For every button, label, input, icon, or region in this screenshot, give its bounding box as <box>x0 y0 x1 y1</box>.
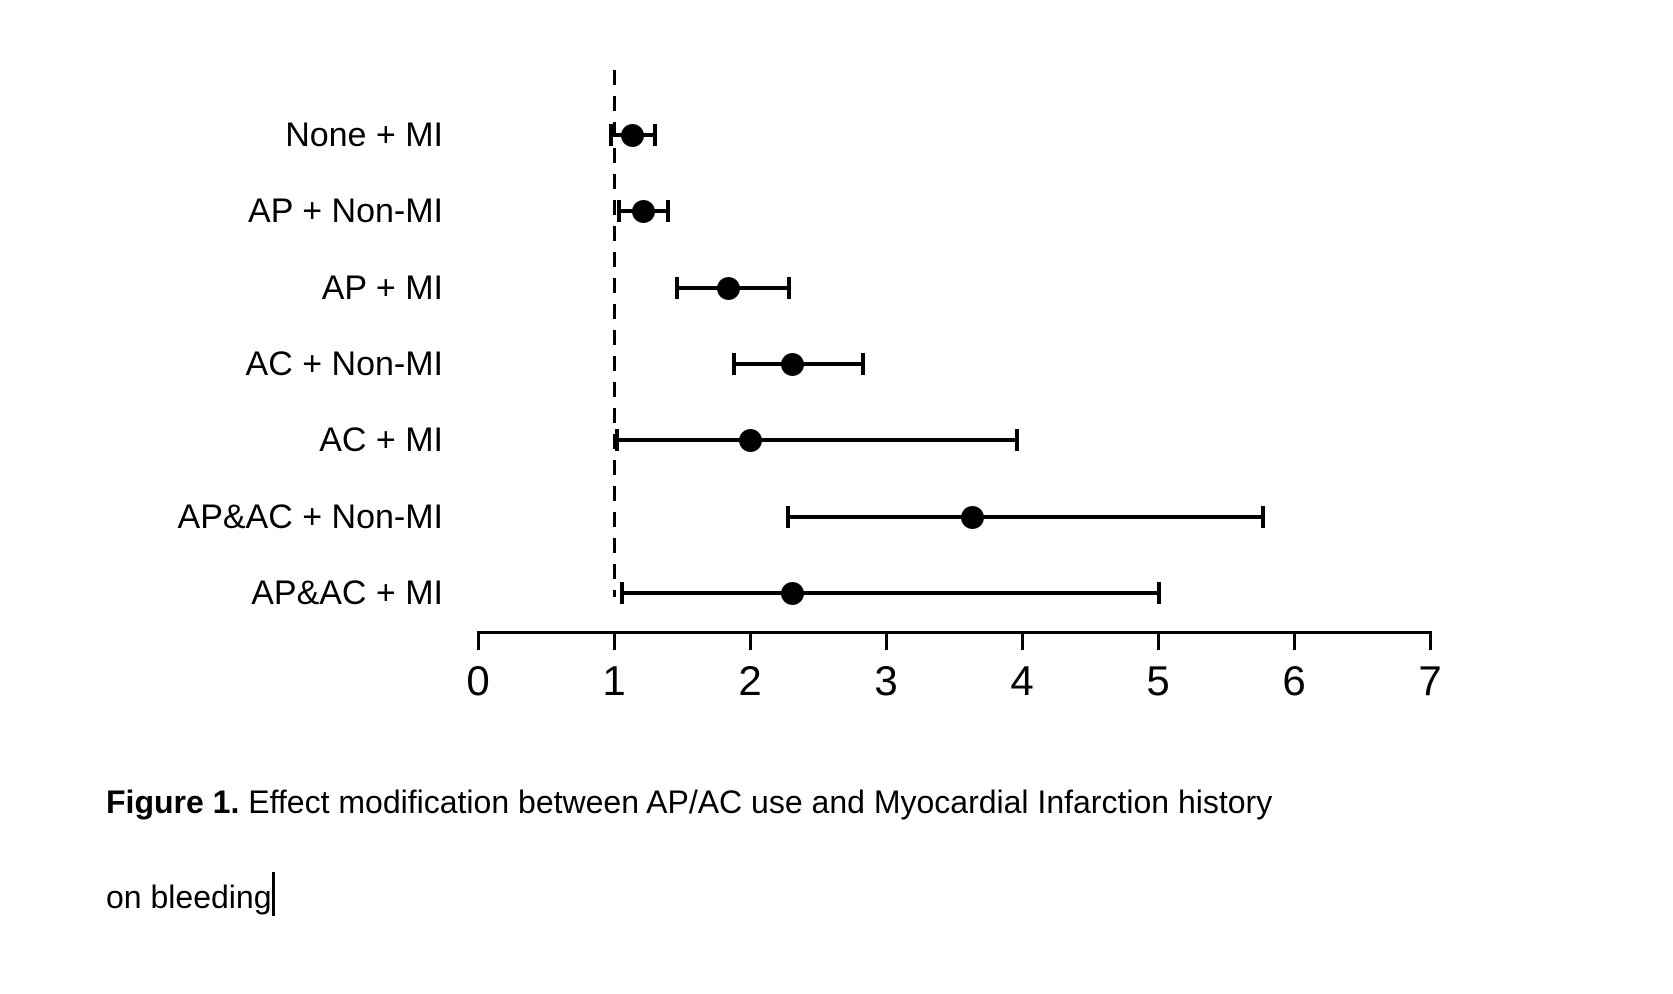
point-estimate-marker <box>716 276 740 300</box>
confidence-interval-bar <box>622 591 1159 595</box>
point-estimate-marker <box>780 352 804 376</box>
figure-caption-text: Effect modification between AP/AC use an… <box>239 784 1273 820</box>
ci-cap-right <box>1015 429 1019 451</box>
forest-plot-chart[interactable]: None + MI AP + Non-MI AP + MI AC + Non-MI AC… <box>0 0 1673 710</box>
category-label: AP&AC + Non-MI <box>177 498 443 536</box>
confidence-interval-bar <box>617 438 1017 442</box>
point-estimate-marker <box>960 505 984 529</box>
point-estimate-marker <box>780 581 804 605</box>
ci-cap-left <box>615 429 619 451</box>
text-cursor <box>272 872 276 916</box>
figure-caption-label: Figure 1. <box>106 784 240 820</box>
x-axis-tick-label: 4 <box>1010 657 1034 704</box>
confidence-interval-bar <box>788 515 1263 519</box>
x-axis-tick-label: 5 <box>1146 657 1170 704</box>
figure-caption-text2: on bleeding <box>106 879 272 915</box>
x-axis-tick-label: 7 <box>1418 657 1442 704</box>
ci-cap-right <box>787 277 791 299</box>
x-axis-tick <box>1157 631 1160 650</box>
x-axis-tick <box>1021 631 1024 650</box>
category-label: AC + MI <box>319 421 443 459</box>
ci-cap-right <box>861 353 865 375</box>
x-axis-tick <box>1293 631 1296 650</box>
category-label: AP&AC + MI <box>251 574 443 612</box>
ci-cap-left <box>732 353 736 375</box>
point-estimate-marker <box>738 428 762 452</box>
point-estimate-marker <box>631 199 655 223</box>
x-axis-tick-label: 3 <box>874 657 898 704</box>
x-axis-tick <box>749 631 752 650</box>
x-axis-line <box>477 631 1432 634</box>
ci-cap-right <box>653 124 657 146</box>
figure-caption-line2[interactable]: on bleeding <box>106 872 276 917</box>
ci-cap-right <box>1157 582 1161 604</box>
category-label: AC + Non-MI <box>245 345 443 383</box>
x-axis-tick <box>613 631 616 650</box>
reference-line-dashed <box>613 70 616 597</box>
x-axis-tick-label: 0 <box>466 657 490 704</box>
x-axis-tick-label: 1 <box>602 657 626 704</box>
point-estimate-marker <box>620 123 644 147</box>
ci-cap-left <box>609 124 613 146</box>
ci-cap-right <box>1261 506 1265 528</box>
x-axis-tick <box>477 631 480 650</box>
ci-cap-left <box>786 506 790 528</box>
ci-cap-left <box>675 277 679 299</box>
figure-caption-line1[interactable]: Figure 1. Effect modification between AP… <box>106 782 1272 822</box>
category-label: None + MI <box>285 116 443 154</box>
ci-cap-right <box>666 200 670 222</box>
x-axis-tick-label: 2 <box>738 657 762 704</box>
x-axis-tick <box>1429 631 1432 650</box>
ci-cap-left <box>620 582 624 604</box>
x-axis-tick-label: 6 <box>1282 657 1306 704</box>
category-label: AP + Non-MI <box>248 192 443 230</box>
ci-cap-left <box>617 200 621 222</box>
category-label: AP + MI <box>321 269 443 307</box>
x-axis-tick <box>885 631 888 650</box>
